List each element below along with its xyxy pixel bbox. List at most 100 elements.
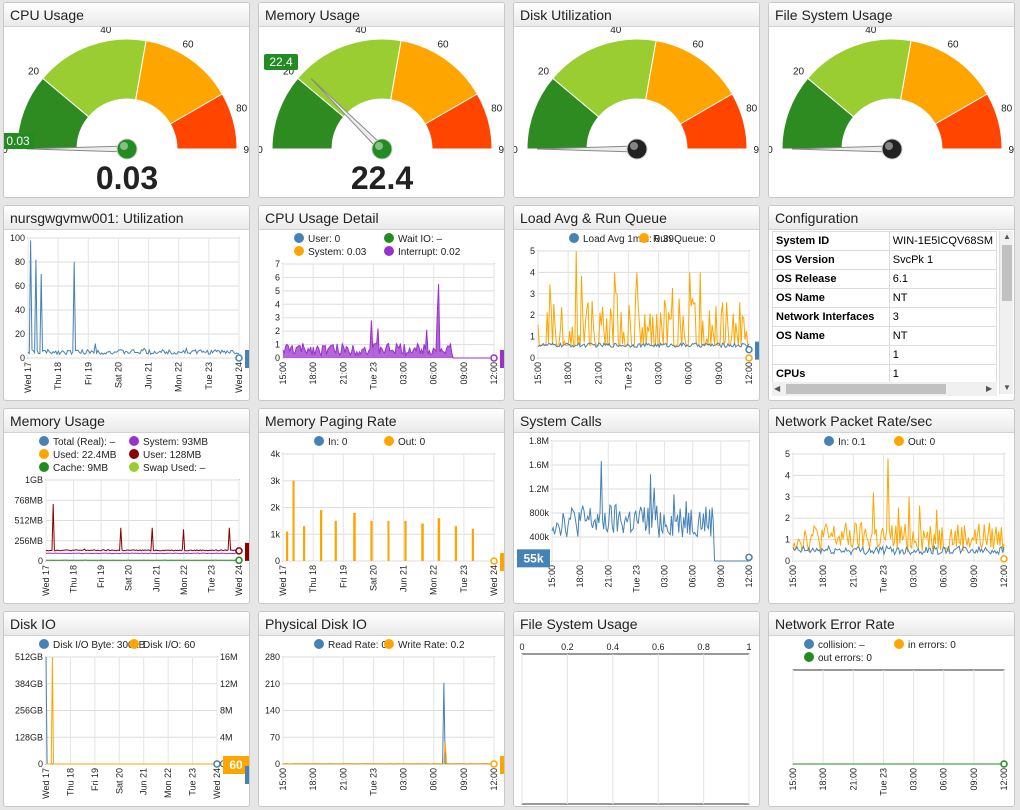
paging-chart[interactable]: In: 0 Out: 0 0 1k 2k 3k 4k Wed 17 Thu 18 Fri 19 Sa… — [259, 433, 505, 604]
end-marker — [235, 547, 243, 555]
end-label-box — [500, 756, 504, 774]
end-marker — [745, 553, 753, 562]
x-tick-label: 06:00 — [429, 362, 439, 385]
config-value: 3 — [888, 307, 998, 327]
memory-chart[interactable]: Total (Real): – System: 93MB Used: 22.4MB U… — [4, 433, 250, 604]
x-tick-label: Sat 20 — [368, 565, 378, 591]
syscalls-chart[interactable]: 0400k800k1.2M1.6M1.8M15:0018:0021:00Tue … — [514, 433, 760, 604]
scrollbar-thumb[interactable] — [1002, 245, 1012, 301]
y-tick-label: 256MB — [14, 536, 43, 546]
legend-swatch — [894, 639, 904, 649]
x-tick-label: Mon 22 — [429, 565, 439, 595]
config-row: 1 — [772, 345, 998, 365]
y2-tick-label: 16M — [220, 652, 238, 662]
legend-label: in errors: 0 — [908, 640, 956, 651]
gauge-tick-label: 90 — [498, 145, 505, 156]
x-tick-label: 0.8 — [697, 642, 710, 652]
gauge-band — [807, 38, 912, 118]
y-tick-label: 80 — [15, 257, 25, 267]
config-key: Network Interfaces — [772, 307, 890, 327]
vertical-scrollbar[interactable]: ▲ ▼ — [999, 231, 1013, 394]
x-tick-label: Thu 18 — [69, 565, 79, 593]
y-tick-label: 1k — [270, 529, 280, 539]
chart-panel-fs-usage: File System Usage 0 0.2 0.4 0.6 0.8 1 — [513, 611, 760, 807]
x-tick-label: 0.4 — [607, 642, 620, 652]
legend-label: Disk I/O Byte: 300kB — [53, 640, 146, 651]
gauge-tick-label: 80 — [491, 103, 503, 114]
x-tick-label: 09:00 — [459, 362, 469, 385]
y-tick-label: 100 — [10, 233, 25, 243]
y-tick-label: 3 — [275, 313, 280, 323]
scroll-left-icon[interactable]: ◀ — [774, 384, 781, 393]
legend-swatch — [129, 639, 139, 649]
packets-chart[interactable]: In: 0.1 Out: 0 0 1 2 3 4 5 15:00 18:00 21:00 Tue 23… — [769, 433, 1015, 604]
chart-panel-diskio: Disk IO Disk I/O Byte: 300kB Disk I/O: 60… — [3, 611, 250, 807]
physical-disk-chart[interactable]: Read Rate: 0 Write Rate: 0.2 0 70 140 210 280 1… — [259, 636, 505, 807]
legend-label: User: 128MB — [143, 450, 202, 461]
series-line — [282, 682, 494, 765]
gauge-tick-label: 90 — [753, 145, 760, 156]
x-tick-label: Jun 21 — [151, 565, 161, 592]
cpu-detail-chart[interactable]: User: 0 Wait IO: – System: 0.03 Interrupt: … — [259, 230, 505, 401]
legend-swatch — [384, 233, 394, 243]
gauge-tick-label: 60 — [437, 39, 449, 50]
gauge-band — [42, 38, 147, 118]
gauge-tick-label: 60 — [182, 39, 194, 50]
y-tick-label: 768MB — [14, 495, 43, 505]
gauge-tick-label: 20 — [793, 67, 805, 78]
y-tick-label: 0 — [530, 353, 535, 363]
scroll-down-icon[interactable]: ▼ — [1003, 383, 1011, 392]
gauge-band — [934, 93, 1003, 150]
legend-swatch — [894, 436, 904, 446]
config-row: Network Interfaces 3 — [772, 307, 998, 327]
gauge-knob-highlight — [120, 142, 128, 150]
gauge-tick-label: 60 — [692, 39, 704, 50]
y-tick-label: 20 — [15, 329, 25, 339]
x-tick-label: Wed 24 — [212, 768, 222, 799]
y-tick-label: 70 — [270, 732, 280, 742]
legend-swatch — [39, 436, 49, 446]
x-tick-label: 12:00 — [744, 565, 754, 588]
legend-label: Load Avg 1min: 0.39 — [583, 234, 674, 245]
plot-frame — [27, 237, 240, 359]
gauge-marker — [4, 133, 35, 149]
net-errors-chart[interactable]: collision: – in errors: 0 out errors: 0 15:… — [769, 636, 1015, 807]
x-tick-label: 03:00 — [660, 565, 670, 588]
x-tick-label: 18:00 — [818, 565, 828, 588]
x-tick-label: Tue 23 — [459, 565, 469, 593]
end-marker — [490, 760, 498, 768]
scroll-up-icon[interactable]: ▲ — [1003, 232, 1011, 241]
horizontal-scrollbar[interactable]: ◀ ▶ — [772, 382, 997, 396]
end-marker — [490, 557, 498, 565]
legend-swatch — [39, 449, 49, 459]
y2-tick-label: 0 — [220, 759, 225, 769]
utilization-chart[interactable]: 0 20 40 60 80 100 Wed 17 Thu 18 Fri 19 Sat 20 Jun … — [4, 230, 250, 401]
hscrollbar-thumb[interactable] — [786, 384, 946, 394]
y-tick-label: 4 — [785, 470, 790, 480]
x-tick-label: Wed 17 — [23, 362, 33, 393]
x-tick-label: Fri 19 — [96, 565, 106, 588]
fs-usage-chart[interactable]: 0 0.2 0.4 0.6 0.8 1 — [514, 636, 760, 807]
legend-swatch — [639, 233, 649, 243]
legend-label: Out: 0 — [398, 437, 426, 448]
gauge-tick-label: 80 — [236, 103, 248, 114]
config-key: System ID — [772, 231, 890, 251]
y-tick-label: 5 — [785, 449, 790, 459]
legend-swatch — [39, 462, 49, 472]
chart-panel-utilization: nursgwgvmw001: Utilization 0 20 40 60 80 100 W… — [3, 205, 250, 401]
series-line — [45, 552, 240, 555]
config-value: SvcPk 1 — [888, 250, 998, 270]
end-label-box — [755, 341, 759, 360]
end-marker — [235, 354, 243, 362]
gauge-panel-cpu: CPU Usage 0 20 40 60 80 90 0.03 0.03 — [3, 2, 250, 198]
legend-label: Interrupt: 0.02 — [398, 247, 461, 258]
x-tick-label: 18:00 — [563, 362, 573, 385]
config-value: 1 — [888, 364, 998, 384]
scroll-right-icon[interactable]: ▶ — [986, 384, 993, 393]
gauge-marker-label: 0.03 — [6, 134, 30, 148]
x-tick-label: Tue 23 — [878, 565, 888, 593]
config-value: NT — [888, 326, 998, 346]
